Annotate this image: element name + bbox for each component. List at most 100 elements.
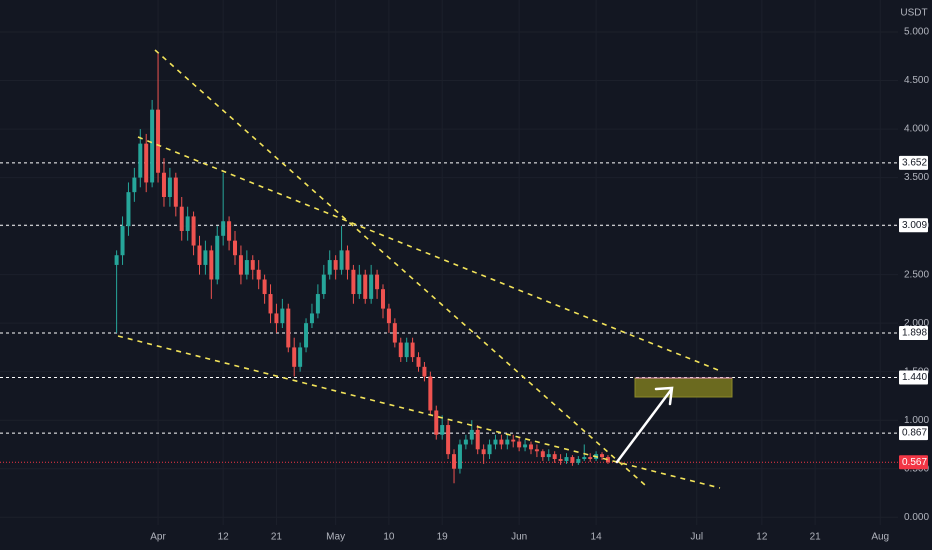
level-tag xyxy=(899,218,928,233)
candle-body xyxy=(203,250,208,265)
arrow-shaft xyxy=(615,388,673,464)
x-tick-label: 12 xyxy=(756,532,768,543)
candle-body xyxy=(434,410,439,435)
candle-body xyxy=(150,109,155,183)
x-tick-label: 12 xyxy=(218,532,230,543)
candle-body xyxy=(469,429,474,440)
x-tick-label: 21 xyxy=(810,532,822,543)
candle-body xyxy=(197,245,202,265)
candle-body xyxy=(440,425,445,435)
candle-body xyxy=(161,172,166,197)
candle-body xyxy=(369,274,374,299)
y-tick-label: 0.000 xyxy=(904,512,929,523)
candle-body xyxy=(191,216,196,246)
candle-body xyxy=(339,250,344,270)
candle-body xyxy=(345,250,350,270)
candle-body xyxy=(315,294,320,314)
level-tag xyxy=(899,370,928,385)
candle-body xyxy=(546,454,551,458)
candle-body xyxy=(274,313,279,324)
level-tag xyxy=(899,326,928,341)
candle-body xyxy=(576,459,581,463)
trend-line xyxy=(117,335,721,489)
candle-body xyxy=(304,323,309,348)
candle-body xyxy=(298,347,303,367)
candle-body xyxy=(250,260,255,270)
candle-body xyxy=(256,269,261,280)
x-tick-label: 19 xyxy=(437,532,449,543)
arrow xyxy=(615,386,674,464)
candle-body xyxy=(558,459,563,461)
candle-body xyxy=(286,308,291,348)
x-tick-label: May xyxy=(326,532,345,543)
candle-body xyxy=(363,274,368,299)
candle-body xyxy=(481,449,486,455)
candle-body xyxy=(428,376,433,411)
candle-body xyxy=(386,308,391,324)
candle-body xyxy=(505,439,510,445)
x-tick-label: Jun xyxy=(511,532,527,543)
y-tick-label: 2.000 xyxy=(904,318,929,329)
candle-body xyxy=(292,347,297,367)
candle-body xyxy=(511,439,516,442)
candle-body xyxy=(333,260,338,270)
candle-body xyxy=(357,274,362,295)
candle-body xyxy=(517,441,522,448)
currency-label: USDT xyxy=(900,8,927,19)
candle-body xyxy=(540,451,545,458)
level-tag xyxy=(899,426,928,441)
candle-body xyxy=(179,206,184,231)
level-label: 3.009 xyxy=(902,220,927,231)
candle-body xyxy=(410,342,415,358)
y-tick-label: 2.500 xyxy=(904,269,929,280)
trend-lines xyxy=(117,49,721,489)
x-tick-label: 21 xyxy=(271,532,283,543)
level-label: 0.867 xyxy=(902,428,927,439)
candle-body xyxy=(215,235,220,280)
candle-body xyxy=(321,274,326,295)
candle-body xyxy=(528,444,533,450)
candle-body xyxy=(564,457,569,461)
candle-body xyxy=(114,255,119,265)
y-tick-label: 5.000 xyxy=(904,27,929,38)
trend-line xyxy=(137,136,719,371)
candle-body xyxy=(233,240,238,256)
candle-body xyxy=(185,216,190,231)
candle-body xyxy=(262,279,267,295)
candle-body xyxy=(221,221,226,236)
candle-body xyxy=(268,294,273,314)
candle-body xyxy=(327,260,332,275)
level-label: 1.898 xyxy=(902,328,927,339)
y-tick-label: 1.000 xyxy=(904,415,929,426)
candle-body xyxy=(416,357,421,367)
last-price-label: 0.567 xyxy=(902,457,927,468)
candle-body xyxy=(309,313,314,324)
candle-body xyxy=(523,444,528,448)
x-tick-label: Apr xyxy=(150,532,166,543)
y-tick-label: 4.500 xyxy=(904,75,929,86)
candle-body xyxy=(534,449,539,452)
candle-body xyxy=(588,457,593,460)
last-price-tag xyxy=(899,455,928,470)
candle-body xyxy=(605,457,610,463)
candle-body xyxy=(351,269,356,295)
level-tag xyxy=(899,155,928,170)
candle-body xyxy=(238,255,243,275)
candle-body xyxy=(209,250,214,280)
candle-body xyxy=(552,454,557,460)
candle-body xyxy=(487,444,492,455)
x-tick-label: Aug xyxy=(871,532,889,543)
candle-body xyxy=(493,439,498,445)
candle-body xyxy=(452,454,457,469)
target-zone xyxy=(634,377,733,398)
level-label: 1.440 xyxy=(902,372,927,383)
candle-body xyxy=(392,323,397,343)
candle-body xyxy=(227,221,232,241)
candle-body xyxy=(463,439,468,445)
x-tick-label: 14 xyxy=(591,532,603,543)
candle-body xyxy=(398,342,403,358)
candle-body xyxy=(173,177,178,207)
candle-body xyxy=(582,457,587,460)
candle-body xyxy=(570,457,575,463)
